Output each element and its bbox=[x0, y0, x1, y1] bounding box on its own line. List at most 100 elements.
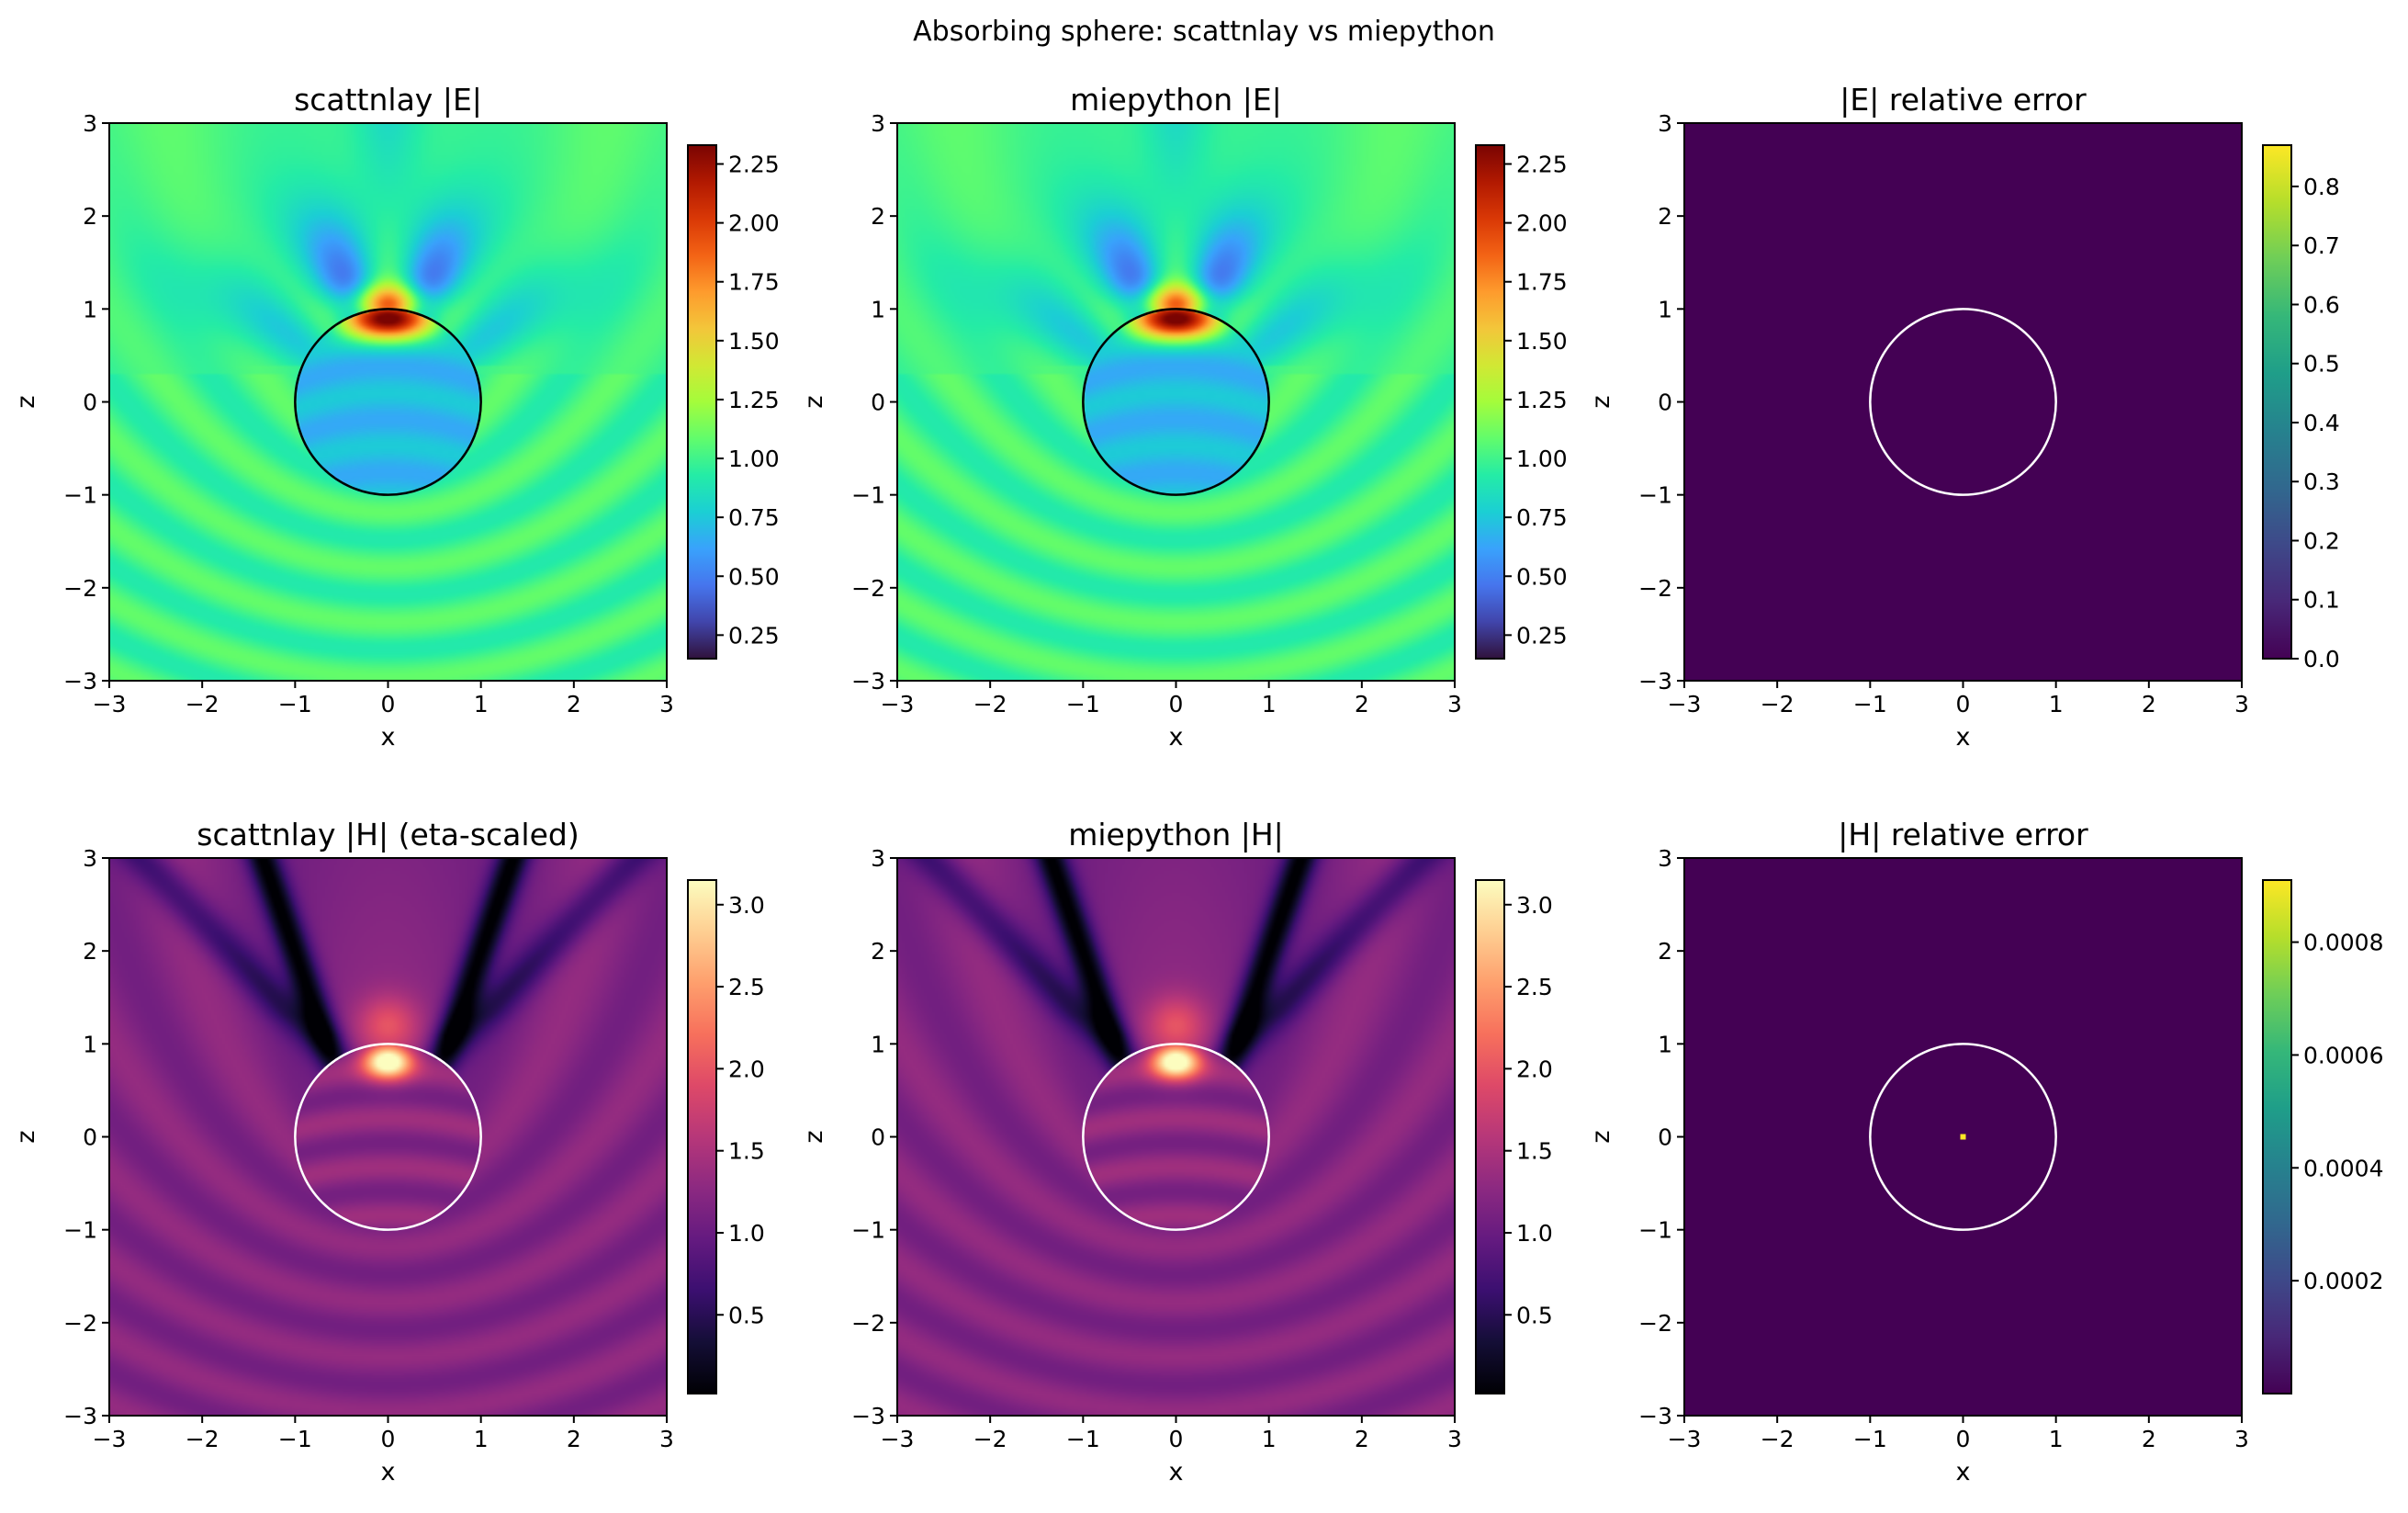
colorbar-tick-label: 0.7 bbox=[2303, 232, 2340, 259]
panel-h-error: |H| relative error −3 −2 −1 0 1 2 3 −3 −2 −1 0 1 2 3 x z… bbox=[1587, 817, 2383, 1486]
colorbar-tick-label: 2.5 bbox=[728, 974, 765, 1000]
x-tick-label: −1 bbox=[1066, 1426, 1100, 1452]
x-tick-label: 1 bbox=[1262, 1426, 1277, 1452]
y-tick-label: 2 bbox=[1658, 938, 1672, 965]
heatmap-image bbox=[1684, 123, 2242, 681]
y-tick-label: 3 bbox=[871, 110, 885, 137]
x-tick-label: 0 bbox=[1169, 691, 1184, 717]
x-axis-label: x bbox=[1956, 1458, 1971, 1486]
colorbar-tick-label: 3.0 bbox=[1516, 892, 1553, 919]
colorbar-tick-label: 2.0 bbox=[728, 1056, 765, 1082]
colorbar-tick-label: 2.25 bbox=[728, 152, 780, 178]
colorbar-tick-label: 0.0006 bbox=[2303, 1042, 2383, 1068]
colorbar-tick-label: 2.25 bbox=[1516, 152, 1568, 178]
x-tick-label: 3 bbox=[659, 1426, 674, 1452]
colorbar: 0.25 0.50 0.75 1.00 1.25 1.50 1.75 2.00 2.25 bbox=[1475, 144, 1568, 660]
colorbar-tick-label: 0.25 bbox=[728, 622, 780, 649]
x-tick-label: −2 bbox=[973, 691, 1007, 717]
x-tick-label: 2 bbox=[1355, 1426, 1369, 1452]
y-tick-label: −3 bbox=[63, 1403, 97, 1429]
colorbar-tick-label: 2.00 bbox=[728, 210, 780, 237]
y-tick-label: −1 bbox=[851, 482, 885, 509]
y-tick-label: −3 bbox=[851, 668, 885, 694]
sphere-outline bbox=[294, 1043, 482, 1231]
error-hotspot bbox=[1960, 1134, 1966, 1140]
y-tick-label: −2 bbox=[63, 575, 97, 602]
y-tick-label: 1 bbox=[871, 1031, 885, 1057]
y-tick-label: −2 bbox=[1638, 1310, 1672, 1337]
y-tick-label: 0 bbox=[871, 390, 885, 416]
colorbar-tick-label: 0.4 bbox=[2303, 410, 2340, 436]
x-tick-label: −2 bbox=[973, 1426, 1007, 1452]
colorbar-tick-label: 1.50 bbox=[728, 328, 780, 355]
y-tick-label: 3 bbox=[83, 110, 97, 137]
y-tick-label: 2 bbox=[871, 938, 885, 965]
colorbar-tick-label: 0.75 bbox=[728, 504, 780, 531]
y-tick-label: 0 bbox=[871, 1124, 885, 1151]
x-axis-label: x bbox=[381, 1458, 396, 1486]
y-tick-label: 1 bbox=[83, 1031, 97, 1057]
y-axis-label: z bbox=[1587, 395, 1615, 408]
x-tick-label: 1 bbox=[2049, 1426, 2064, 1452]
colorbar-tick-label: 1.25 bbox=[1516, 387, 1568, 413]
colorbar: 0.5 1.0 1.5 2.0 2.5 3.0 bbox=[1475, 879, 1553, 1394]
colorbar-tick-label: 0.0008 bbox=[2303, 930, 2383, 956]
x-tick-label: 3 bbox=[1447, 1426, 1462, 1452]
x-tick-label: −3 bbox=[1668, 691, 1702, 717]
x-tick-label: −2 bbox=[186, 691, 219, 717]
sphere-outline bbox=[294, 308, 482, 496]
x-tick-label: 1 bbox=[474, 1426, 489, 1452]
sphere-outline bbox=[1082, 308, 1270, 496]
colorbar-tick-label: 0.5 bbox=[728, 1302, 765, 1328]
heatmap-image bbox=[109, 123, 667, 681]
heatmap-image bbox=[897, 858, 1455, 1416]
y-tick-label: −1 bbox=[851, 1217, 885, 1244]
colorbar-tick-label: 1.00 bbox=[728, 446, 780, 472]
x-tick-label: −1 bbox=[1853, 1426, 1887, 1452]
x-tick-label: 0 bbox=[1956, 691, 1971, 717]
x-tick-label: 2 bbox=[1355, 691, 1369, 717]
y-tick-label: −2 bbox=[1638, 575, 1672, 602]
colorbar-tick-label: 2.0 bbox=[1516, 1056, 1553, 1082]
y-tick-label: −1 bbox=[1638, 482, 1672, 509]
x-tick-label: −2 bbox=[1761, 1426, 1795, 1452]
colorbar-tick-label: 1.00 bbox=[1516, 446, 1568, 472]
x-tick-label: −3 bbox=[881, 691, 915, 717]
x-tick-label: 0 bbox=[381, 691, 396, 717]
y-tick-label: 3 bbox=[83, 845, 97, 872]
x-tick-label: −2 bbox=[186, 1426, 219, 1452]
heatmap-image bbox=[109, 858, 667, 1416]
x-tick-label: −3 bbox=[881, 1426, 915, 1452]
colorbar-tick-label: 2.5 bbox=[1516, 974, 1553, 1000]
colorbar-tick-label: 3.0 bbox=[728, 892, 765, 919]
x-axis-label: x bbox=[1169, 723, 1184, 751]
panel-h-miepython: miepython |H| −3 −2 −1 0 1 2 3 −3 −2 −1 0 1 2 3 x z 0.5 1.… bbox=[800, 817, 1553, 1486]
x-tick-label: −1 bbox=[1853, 691, 1887, 717]
colorbar-tick-label: 0.1 bbox=[2303, 587, 2340, 614]
x-tick-label: 1 bbox=[1262, 691, 1277, 717]
x-tick-label: 0 bbox=[1956, 1426, 1971, 1452]
colorbar-tick-label: 1.25 bbox=[728, 387, 780, 413]
x-tick-label: 2 bbox=[2142, 691, 2156, 717]
panel-title: miepython |H| bbox=[1068, 817, 1284, 852]
colorbar-tick-label: 0.50 bbox=[728, 563, 780, 590]
colorbar-tick-label: 1.75 bbox=[1516, 269, 1568, 296]
heatmap-image bbox=[897, 123, 1455, 681]
figure-title: Absorbing sphere: scattnlay vs miepython bbox=[913, 16, 1495, 48]
panel-title: scattnlay |H| (eta-scaled) bbox=[197, 817, 579, 852]
x-tick-label: 2 bbox=[567, 1426, 581, 1452]
y-tick-label: −1 bbox=[63, 1217, 97, 1244]
colorbar-tick-label: 0.8 bbox=[2303, 174, 2340, 200]
panel-title: miepython |E| bbox=[1070, 82, 1282, 118]
y-axis-label: z bbox=[12, 1130, 40, 1143]
colorbar-tick-label: 2.00 bbox=[1516, 210, 1568, 237]
x-tick-label: 3 bbox=[659, 691, 674, 717]
x-tick-label: 0 bbox=[1169, 1426, 1184, 1452]
colorbar-tick-label: 1.5 bbox=[728, 1138, 765, 1165]
x-tick-label: 3 bbox=[2234, 691, 2249, 717]
colorbar-tick-label: 0.2 bbox=[2303, 527, 2340, 554]
y-tick-label: −2 bbox=[851, 575, 885, 602]
colorbar: 0.5 1.0 1.5 2.0 2.5 3.0 bbox=[687, 879, 765, 1394]
colorbar-tick-label: 0.0 bbox=[2303, 646, 2340, 672]
x-tick-label: −3 bbox=[93, 1426, 127, 1452]
